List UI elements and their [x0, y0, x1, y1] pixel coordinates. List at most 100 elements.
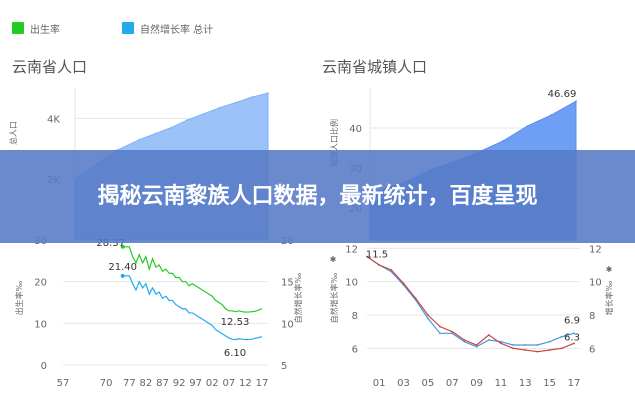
- p2-annotated-point: [120, 273, 125, 278]
- p2-annotated-point: [120, 244, 125, 249]
- p3-data-point: [414, 297, 417, 300]
- p2-x-tick-label: 12: [239, 378, 252, 389]
- p2-x-tick-label: 02: [206, 378, 219, 389]
- p3-x-tick-label: 17: [568, 378, 581, 389]
- p3-pin-icon-left: ✱: [330, 255, 337, 264]
- headline-banner: 揭秘云南黎族人口数据，最新统计，百度呈现: [0, 150, 635, 243]
- p3-data-point: [426, 314, 429, 316]
- panel-title-province-population: 云南省人口: [12, 58, 88, 76]
- p1-data-point: [550, 113, 553, 116]
- p2-x-tick-label: 57: [57, 378, 70, 389]
- p1-data-point: [575, 100, 577, 103]
- p3-data-point: [548, 340, 551, 343]
- legend-item-birth-rate[interactable]: 出生率: [12, 21, 60, 36]
- legend-label-birth-rate: 出生率: [30, 24, 60, 36]
- p2-series-line-0: [122, 246, 263, 313]
- p3-data-point: [548, 349, 551, 351]
- p3-data-point: [536, 350, 539, 353]
- p3-data-point: [475, 345, 478, 348]
- p2-data-label: 21.40: [108, 262, 137, 273]
- legend-swatch-birth-rate: [12, 22, 24, 34]
- p2-x-tick-label: 07: [222, 378, 235, 389]
- p0-y-axis-label: 总人口: [8, 121, 18, 145]
- p3-series-line-1: [366, 256, 575, 353]
- p3-data-point: [487, 334, 490, 336]
- p3-data-point: [512, 347, 515, 350]
- p3-data-point: [451, 332, 454, 335]
- p2-x-tick-label: 82: [140, 378, 153, 389]
- p3-x-tick-label: 07: [446, 378, 459, 389]
- panel-title-urban-population: 云南省城镇人口: [322, 58, 428, 76]
- legend-swatch-natural-growth: [122, 22, 134, 34]
- p3-x-tick-label: 15: [543, 378, 556, 389]
- p0-data-point: [202, 112, 205, 115]
- p3-x-tick-label: 13: [519, 378, 532, 389]
- p3-data-point: [573, 332, 575, 335]
- chart-legend: 出生率 自然增长率 总计: [12, 20, 275, 36]
- p3-y-tick-label-right: 10: [589, 278, 602, 289]
- p3-y-tick-label-left: 6: [352, 344, 358, 355]
- p3-data-point: [500, 340, 502, 343]
- p3-x-tick-label: 03: [397, 378, 410, 389]
- p2-y-axis-label-left: 出生率‰: [14, 280, 24, 315]
- p1-data-point: [526, 125, 529, 127]
- p3-data-point: [536, 344, 539, 346]
- p2-y-tick-label-right: 10: [281, 319, 294, 330]
- p3-y-axis-label-left: 自然增长率‰: [329, 272, 339, 323]
- p3-y-tick-label-left: 8: [352, 311, 358, 322]
- p3-data-point: [487, 339, 490, 341]
- p2-y-axis-label-right: 自然增长率‰: [293, 272, 303, 323]
- p2-x-tick-label: 70: [100, 378, 113, 389]
- p2-x-tick-label: 17: [256, 378, 269, 389]
- p3-data-label: 6.9: [564, 315, 580, 326]
- p1-data-label: 46.69: [548, 89, 577, 100]
- p3-data-point: [463, 340, 466, 343]
- p2-x-tick-label: 97: [189, 378, 202, 389]
- legend-item-natural-growth[interactable]: 自然增长率 总计: [122, 21, 213, 36]
- p3-data-point: [524, 349, 527, 351]
- headline-text: 揭秘云南黎族人口数据，最新统计，百度呈现: [97, 183, 538, 209]
- p2-x-tick-label: 77: [123, 378, 136, 389]
- p3-pin-icon-right: ✱: [606, 265, 613, 274]
- p3-x-tick-label: 01: [373, 378, 386, 389]
- p3-x-tick-label: 05: [422, 378, 435, 389]
- p3-data-label: 11.5: [366, 250, 388, 261]
- p0-data-point: [218, 106, 221, 109]
- p3-data-point: [500, 342, 502, 345]
- p3-y-tick-label-left: 10: [345, 278, 358, 289]
- p2-y-tick-label-left: 10: [34, 319, 47, 330]
- p3-data-point: [439, 332, 441, 335]
- p3-data-point: [390, 269, 393, 271]
- p3-data-point: [451, 330, 454, 333]
- p2-x-tick-label: 87: [156, 378, 169, 389]
- p2-y-tick-label-left: 0: [41, 361, 47, 372]
- p3-series-line-0: [366, 256, 575, 348]
- p1-data-point: [502, 139, 505, 142]
- p1-y-axis-label: 城镇人口比例: [329, 119, 339, 167]
- legend-label-natural-growth: 自然增长率 总计: [140, 24, 214, 36]
- p3-y-tick-label-right: 6: [589, 344, 595, 355]
- p3-data-point: [560, 335, 563, 338]
- p3-x-tick-label: 09: [470, 378, 483, 389]
- p2-data-label: 28.37: [96, 238, 125, 249]
- p0-y-tick-label: 4K: [47, 114, 60, 125]
- p2-y-tick-label-right: 5: [281, 361, 287, 372]
- p3-data-point: [366, 255, 368, 258]
- p3-data-point: [475, 344, 478, 346]
- p3-data-label: 6.3: [564, 332, 580, 343]
- p3-data-point: [463, 339, 466, 341]
- p0-data-point: [154, 132, 157, 135]
- p3-data-point: [512, 344, 515, 346]
- p3-y-tick-label-right: 8: [589, 311, 595, 322]
- p3-data-point: [402, 282, 405, 285]
- p3-data-point: [378, 264, 381, 266]
- p2-data-label: 12.53: [221, 317, 250, 328]
- p3-y-tick-label-left: 12: [345, 244, 358, 255]
- p2-y-tick-label-left: 20: [34, 278, 47, 289]
- p2-series-line-1: [122, 275, 263, 341]
- p2-data-label: 6.10: [224, 348, 246, 359]
- p3-x-tick-label: 11: [495, 378, 508, 389]
- p0-data-point: [138, 138, 141, 141]
- p3-y-axis-label-right: 增长率‰: [604, 280, 614, 315]
- p1-y-tick-label: 40: [349, 124, 362, 135]
